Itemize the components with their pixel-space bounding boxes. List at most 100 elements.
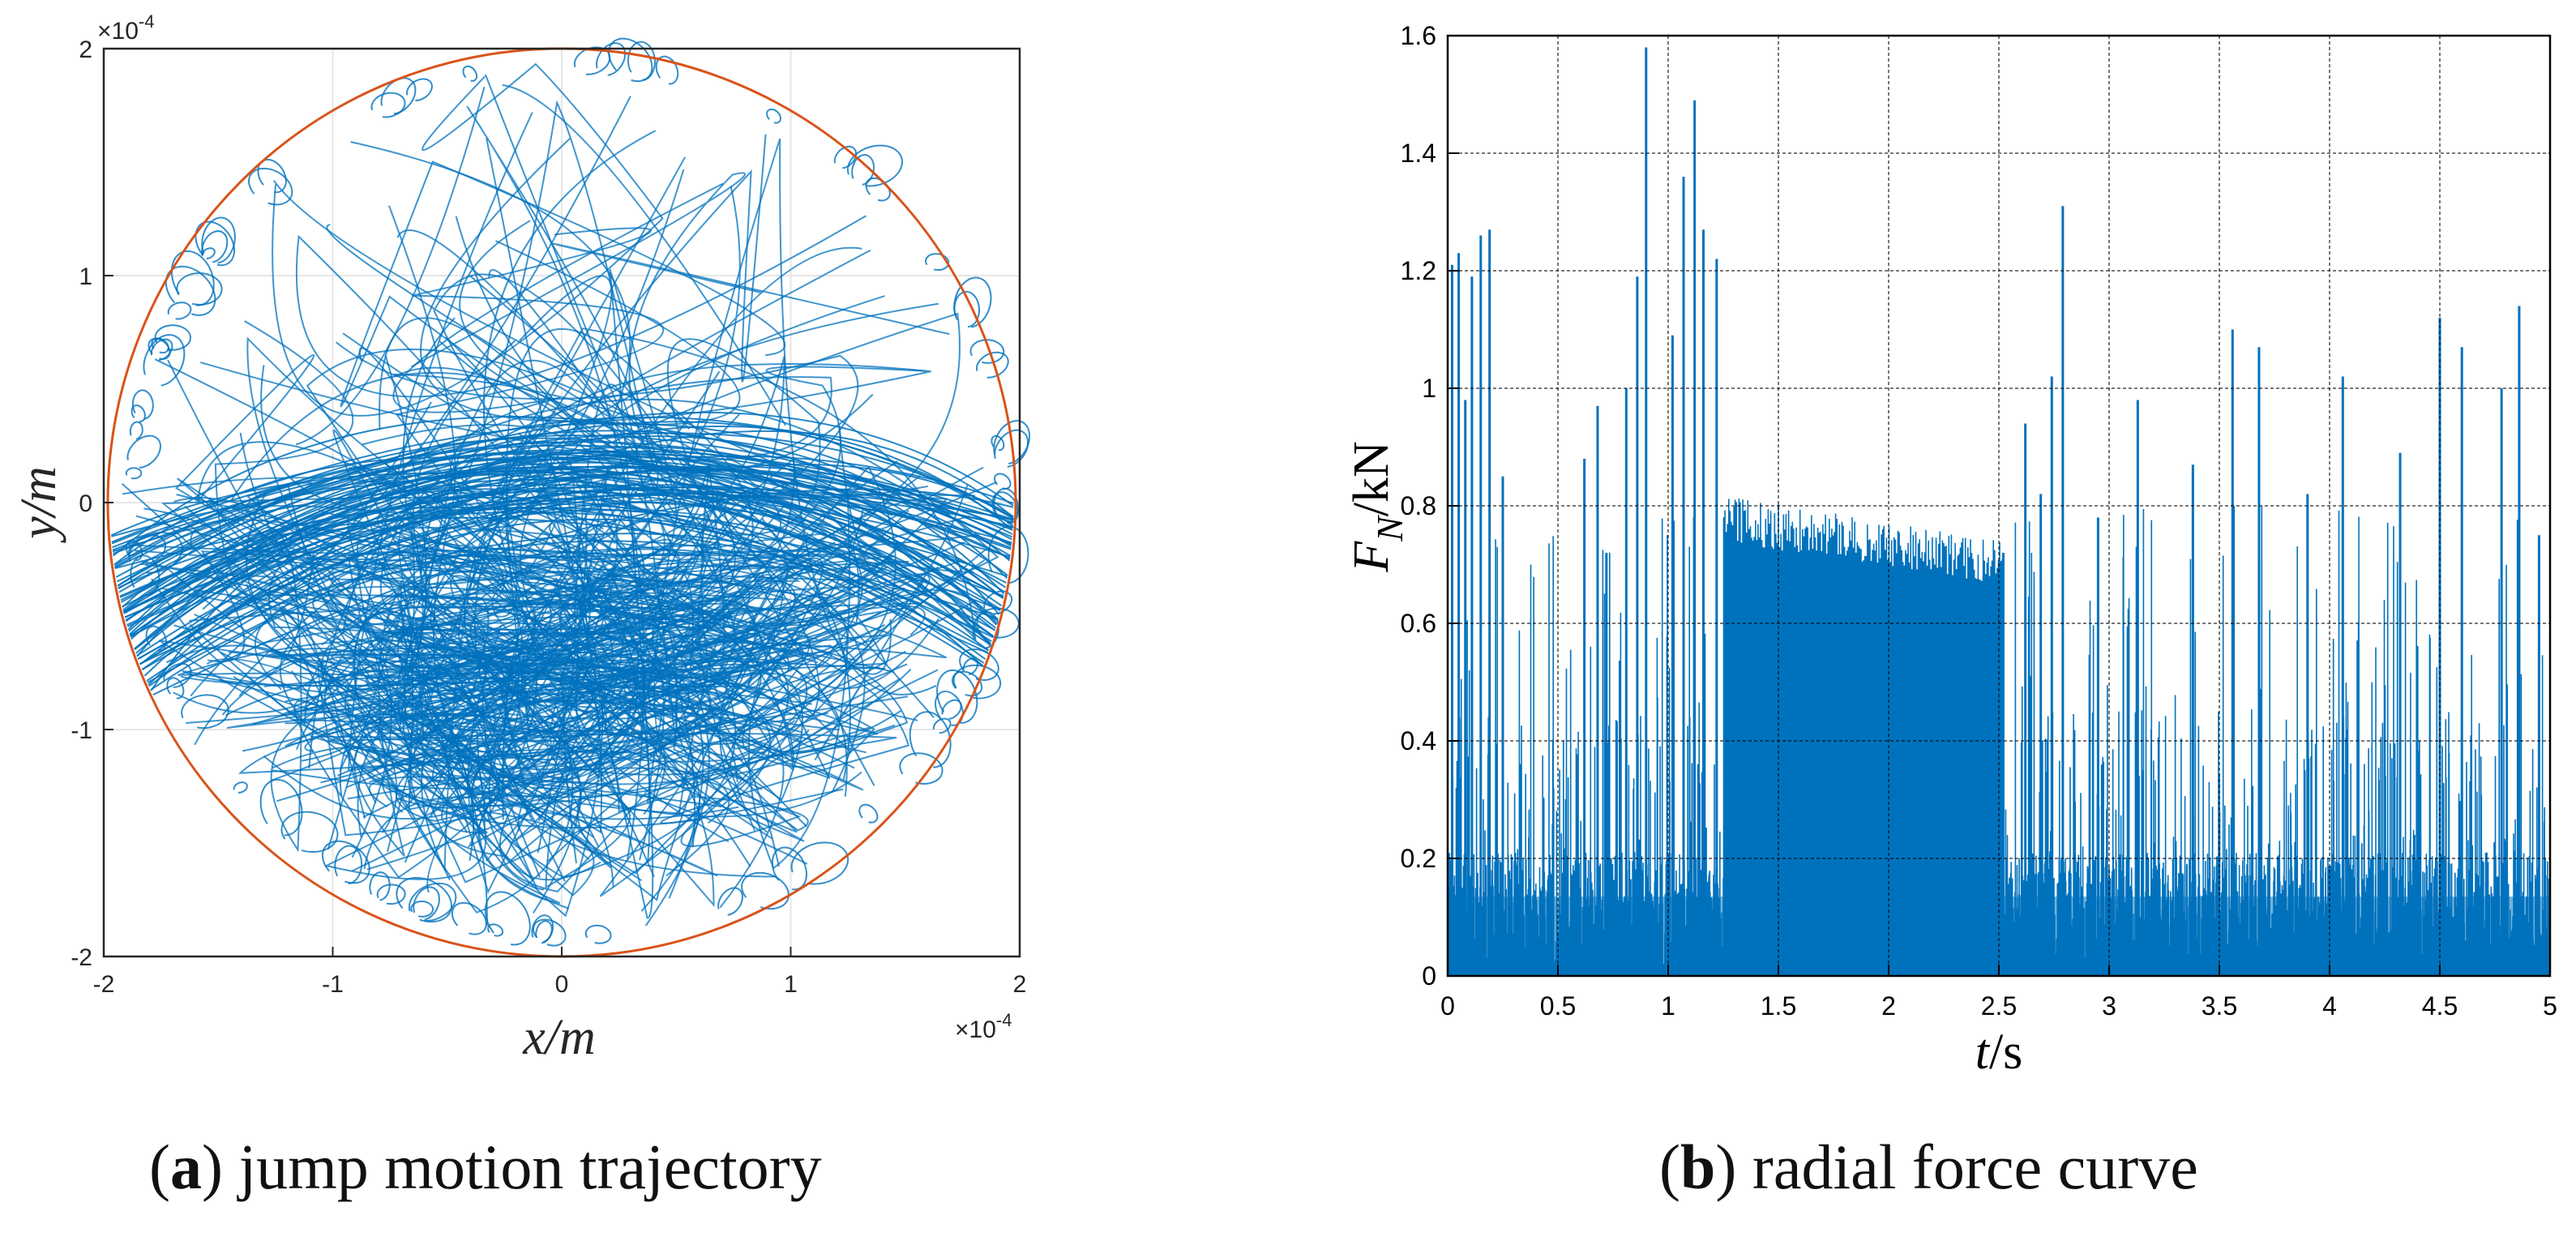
trajectory-segment bbox=[272, 62, 664, 417]
trajectory-segment bbox=[396, 876, 452, 923]
x-tick-label-a: 0 bbox=[555, 971, 569, 998]
trajectory-segment bbox=[507, 460, 898, 833]
trajectory-segment bbox=[932, 717, 952, 734]
trajectory-segment bbox=[170, 250, 215, 306]
trajectory-segment bbox=[163, 662, 192, 688]
trajectory-segment bbox=[166, 677, 185, 700]
trajectory-segment bbox=[566, 458, 695, 848]
trajectory-segment bbox=[517, 781, 808, 865]
caption-b: (b) radial force curve bbox=[1659, 1132, 2198, 1202]
trajectory-segment bbox=[206, 630, 603, 834]
trajectory-segment bbox=[659, 602, 867, 647]
trajectory-segment bbox=[347, 767, 730, 877]
trajectory-segment bbox=[201, 230, 229, 263]
trajectory-segment bbox=[127, 534, 167, 565]
trajectory-segment bbox=[459, 220, 651, 444]
x-tick-label-a: 2 bbox=[1013, 971, 1027, 998]
trajectory-segment bbox=[790, 669, 939, 755]
tick-labels-a: -2 -1 0 1 2 -2 -1 0 1 2 bbox=[71, 36, 1026, 998]
trajectory-segment bbox=[376, 884, 406, 905]
x-tick-label-b: 0.5 bbox=[1540, 991, 1576, 1021]
trajectory-segment bbox=[614, 510, 909, 658]
trajectory-segment bbox=[374, 637, 666, 815]
trajectory-lines bbox=[110, 37, 1030, 947]
trajectory-segment bbox=[258, 526, 886, 853]
trajectory-segment bbox=[165, 265, 216, 316]
force-floor-band bbox=[1448, 897, 2550, 976]
trajectory-segment bbox=[555, 623, 665, 861]
y-tick-label-a: -1 bbox=[71, 717, 92, 744]
trajectory-segment bbox=[991, 434, 1005, 451]
trajectory-segment bbox=[119, 486, 996, 629]
x-tick-label-b: 3.5 bbox=[2202, 991, 2237, 1021]
trajectory-segment bbox=[488, 269, 726, 593]
y-tick-label-b: 1.6 bbox=[1401, 21, 1436, 50]
trajectory-segment bbox=[380, 77, 417, 115]
trajectory-segment bbox=[766, 108, 781, 124]
tick-labels-b: 0 0.5 1 1.5 2 2.5 3 3.5 4 4.5 5 0 0.2 0.4 0.6 0.8 1 1.2 1.… bbox=[1401, 21, 2557, 1021]
y-tick-label-a: 0 bbox=[79, 490, 92, 517]
trajectory-segment bbox=[909, 711, 952, 768]
trajectory-segment bbox=[790, 841, 849, 885]
trajectory-segment bbox=[323, 651, 867, 775]
y-tick-label-b: 0.4 bbox=[1401, 726, 1436, 755]
trajectory-segment bbox=[348, 112, 699, 815]
trajectory-segment bbox=[953, 276, 992, 328]
trajectory-segment bbox=[533, 918, 567, 947]
trajectory-segment bbox=[851, 154, 875, 186]
trajectory-segment bbox=[131, 404, 146, 422]
trajectory-segment bbox=[248, 167, 293, 206]
trajectory-segment bbox=[280, 811, 339, 854]
trajectory-segment bbox=[846, 144, 903, 187]
x-tick-label-b: 3 bbox=[2102, 991, 2116, 1021]
trajectory-segment bbox=[195, 548, 922, 797]
trajectory-segment bbox=[987, 525, 1029, 584]
y-tick-label-a: -2 bbox=[71, 944, 92, 971]
x-tick-label-b: 2 bbox=[1881, 991, 1896, 1021]
trajectory-segment bbox=[148, 337, 171, 360]
y-tick-label-b: 1 bbox=[1422, 374, 1436, 403]
trajectory-segment bbox=[502, 83, 786, 426]
trajectory-segment bbox=[201, 216, 236, 264]
trajectory-segment bbox=[741, 871, 789, 910]
trajectory-segment bbox=[627, 41, 656, 81]
trajectory-segment bbox=[143, 334, 186, 387]
trajectory-segment bbox=[141, 455, 1014, 670]
x-tick-label-a: -1 bbox=[322, 971, 344, 998]
trajectory-segment bbox=[993, 420, 1030, 464]
trajectory-segment bbox=[420, 641, 612, 869]
trajectory-segment bbox=[340, 160, 974, 573]
caption-a: (a) jump motion trajectory bbox=[149, 1132, 822, 1202]
trajectory-segment bbox=[584, 924, 612, 944]
trajectory-segment bbox=[484, 891, 531, 946]
trajectory-segment bbox=[462, 65, 478, 82]
y-axis-label-b: FN/kN bbox=[1344, 441, 1410, 573]
trajectory-segment bbox=[259, 778, 303, 837]
trajectory-segment bbox=[246, 584, 662, 674]
trajectory-plot: -2 -1 0 1 2 -2 -1 0 1 2 ×10-4 ×10-4 x/m y/m bbox=[11, 11, 1030, 1065]
trajectory-segment bbox=[382, 499, 897, 813]
x-tick-label-a: 1 bbox=[784, 971, 798, 998]
trajectory-segment bbox=[410, 901, 434, 918]
trajectory-segment bbox=[394, 359, 679, 665]
trajectory-segment bbox=[366, 594, 871, 807]
y-tick-label-b: 0 bbox=[1422, 961, 1436, 991]
trajectory-segment bbox=[535, 920, 553, 943]
x-tick-label-b: 1 bbox=[1661, 991, 1675, 1021]
trajectory-segment bbox=[126, 434, 161, 469]
trajectory-segment bbox=[125, 539, 143, 561]
trajectory-segment bbox=[342, 332, 831, 780]
trajectory-segment bbox=[936, 669, 978, 724]
trajectory-segment bbox=[128, 532, 183, 574]
x-axis-label-a: x/m bbox=[522, 1010, 596, 1065]
trajectory-segment bbox=[377, 601, 907, 909]
ticks-a bbox=[103, 48, 1021, 957]
trajectory-segment bbox=[370, 92, 406, 118]
trajectory-segment bbox=[189, 606, 762, 889]
trajectory-segment bbox=[495, 240, 741, 426]
x-axis-label-b: t/s bbox=[1975, 1025, 2023, 1080]
x-tick-label-b: 5 bbox=[2543, 991, 2557, 1021]
trajectory-segment bbox=[487, 923, 503, 937]
trajectory-segment bbox=[249, 633, 737, 770]
